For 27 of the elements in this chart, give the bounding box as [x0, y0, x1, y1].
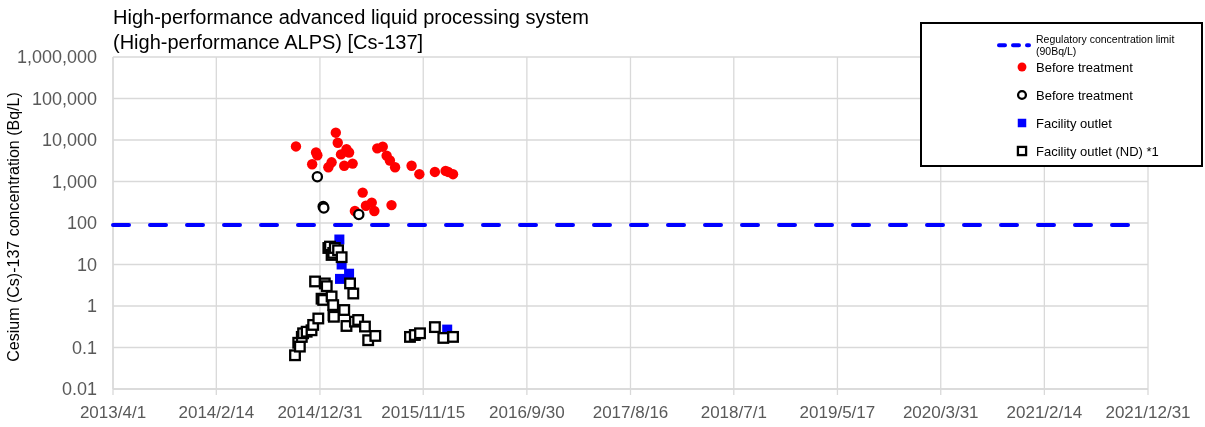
legend-label: Before treatment	[1036, 59, 1134, 75]
legend-label: Regulatory concentration limit (90Bq/L)	[1036, 32, 1175, 58]
x-tick-label: 2021/2/14	[1006, 403, 1083, 422]
y-tick-label: 10	[76, 254, 97, 275]
y-tick-label: 0.1	[71, 337, 97, 358]
x-tick-label: 2018/7/1	[700, 403, 767, 422]
x-tick-label: 2014/2/14	[178, 403, 255, 422]
x-tick-label: 2013/4/1	[79, 403, 147, 422]
x-tick-label: 2020/3/31	[902, 403, 979, 422]
y-tick-label: 100,000	[31, 88, 97, 109]
y-tick-label: 0.01	[61, 379, 97, 400]
y-tick-label: 1	[86, 296, 97, 317]
y-tick-label: 1,000	[51, 171, 97, 192]
x-tick-label: 2015/11/15	[381, 403, 466, 422]
y-axis-title: Cesium (Cs)-137 concentration (Bq/L)	[5, 92, 22, 362]
y-tick-label: 10,000	[41, 130, 97, 151]
y-tick-label: 100	[66, 213, 97, 234]
chart-title: High-performance advanced liquid processing system (High-performance ALPS) [Cs-137]	[113, 6, 589, 53]
x-tick-label: 2016/9/30	[489, 403, 565, 422]
x-tick-label: 2021/12/31	[1105, 403, 1191, 422]
legend-label: Facility outlet (ND) *1	[1036, 143, 1159, 159]
x-tick-label: 2019/5/17	[799, 403, 876, 422]
y-tick-label: 1,000,000	[16, 47, 97, 68]
x-tick-label: 2017/8/16	[592, 403, 669, 422]
legend-label: Before treatment	[1036, 87, 1134, 103]
legend-label: Facility outlet	[1036, 115, 1113, 131]
x-tick-label: 2014/12/31	[277, 403, 363, 422]
